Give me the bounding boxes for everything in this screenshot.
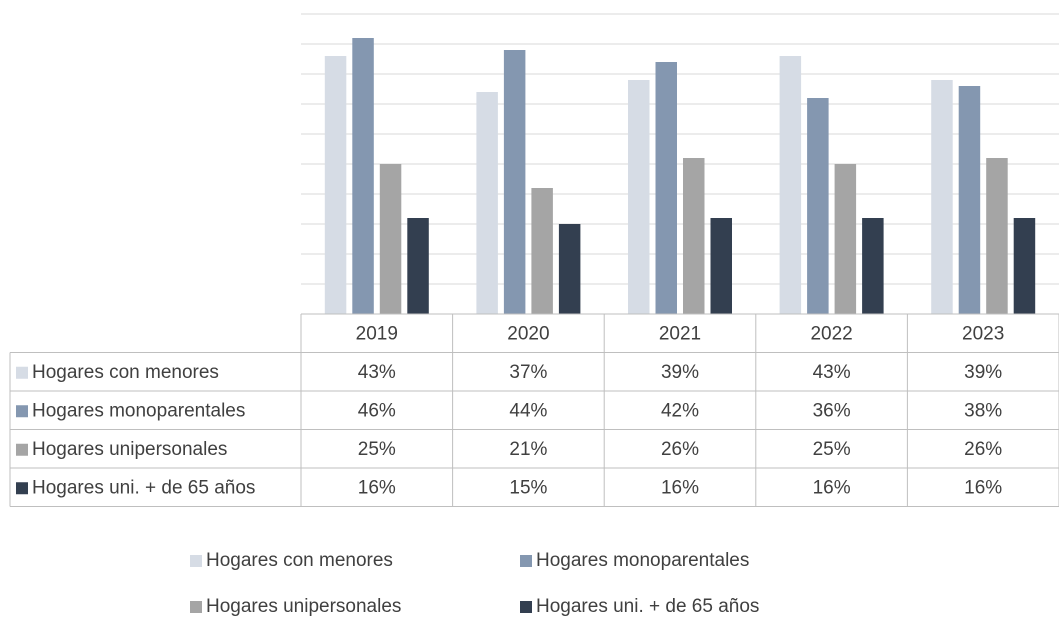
data-label: 36% — [813, 400, 851, 421]
bar — [476, 92, 498, 314]
data-label: 25% — [813, 439, 851, 460]
bar — [931, 80, 953, 314]
bar — [834, 164, 857, 314]
bar — [807, 98, 829, 314]
row-label: Hogares monoparentales — [32, 400, 245, 421]
bar — [324, 56, 347, 314]
data-label: 16% — [964, 477, 1002, 498]
bar — [862, 218, 884, 314]
x-tick-label: 2019 — [356, 323, 398, 344]
bar — [352, 38, 374, 314]
legend-swatch — [520, 601, 532, 613]
bar — [379, 164, 402, 314]
data-label: 16% — [358, 477, 396, 498]
legend-swatch — [190, 601, 202, 613]
bar — [779, 56, 802, 314]
data-label: 39% — [661, 362, 699, 383]
data-label: 16% — [813, 477, 851, 498]
data-label: 43% — [813, 362, 851, 383]
x-tick-label: 2023 — [962, 323, 1004, 344]
bar — [407, 218, 429, 314]
data-label: 16% — [661, 477, 699, 498]
data-label: 37% — [509, 362, 547, 383]
row-label: Hogares uni. + de 65 años — [32, 477, 255, 498]
legend-swatch — [16, 366, 28, 379]
data-label: 21% — [509, 439, 547, 460]
row-label: Hogares con menores — [32, 362, 219, 383]
legend-swatch — [16, 482, 28, 495]
data-label: 25% — [358, 439, 396, 460]
x-tick-label: 2021 — [659, 323, 701, 344]
legend-label: Hogares con menores — [206, 550, 393, 571]
data-label: 15% — [509, 477, 547, 498]
row-label: Hogares unipersonales — [32, 439, 227, 460]
legend-swatch — [190, 555, 202, 567]
data-label: 26% — [964, 439, 1002, 460]
bar — [683, 158, 705, 314]
legend-swatch — [16, 405, 28, 418]
bar — [986, 158, 1008, 314]
bar — [531, 188, 553, 314]
data-label: 26% — [661, 439, 699, 460]
legend-label: Hogares monoparentales — [536, 550, 749, 571]
legend-swatch — [520, 555, 532, 567]
data-label: 42% — [661, 400, 699, 421]
legend-label: Hogares uni. + de 65 años — [536, 596, 759, 617]
bar — [628, 80, 650, 314]
x-tick-label: 2022 — [810, 323, 852, 344]
bar — [558, 224, 581, 314]
bar — [1013, 218, 1036, 314]
bar — [503, 50, 526, 314]
data-label: 39% — [964, 362, 1002, 383]
bar — [710, 218, 732, 314]
bar — [655, 62, 677, 314]
x-tick-label: 2020 — [507, 323, 549, 344]
legend-swatch — [16, 443, 28, 456]
data-label: 46% — [358, 400, 396, 421]
data-label: 38% — [964, 400, 1002, 421]
legend-label: Hogares unipersonales — [206, 596, 401, 617]
data-label: 44% — [509, 400, 547, 421]
data-label: 43% — [358, 362, 396, 383]
bar — [958, 86, 981, 314]
